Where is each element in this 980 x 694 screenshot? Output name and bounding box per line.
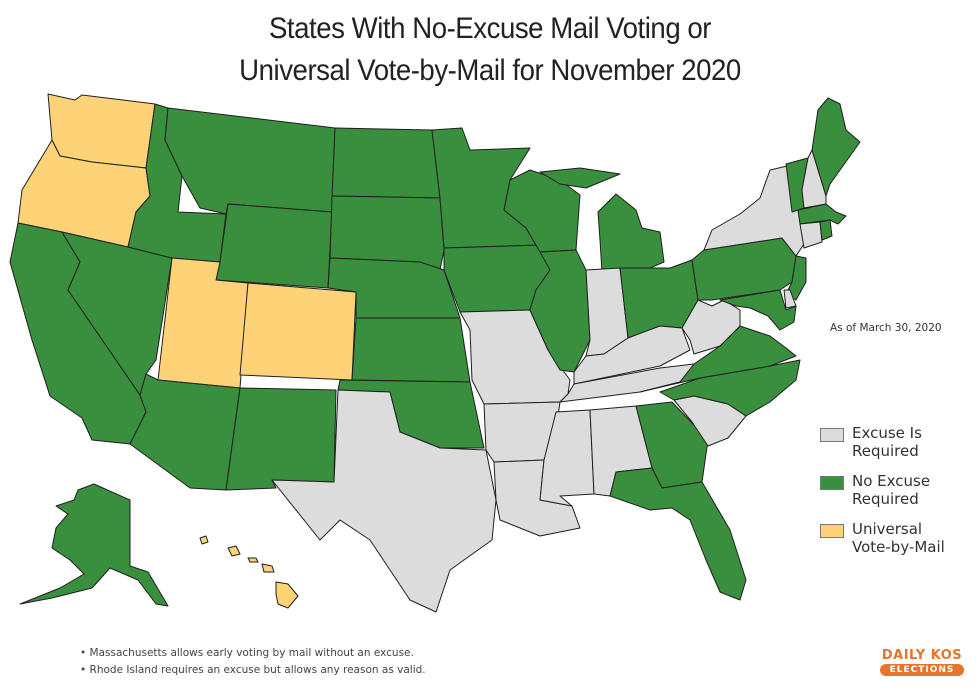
state-tx bbox=[271, 389, 497, 613]
legend-swatch-green bbox=[820, 476, 844, 490]
legend-item-universal: Universal Vote-by-Mail bbox=[820, 520, 962, 556]
state-wi bbox=[503, 169, 581, 253]
state-me bbox=[811, 97, 861, 197]
state-hi4 bbox=[261, 563, 275, 573]
state-nm bbox=[225, 387, 337, 491]
state-shapes bbox=[9, 93, 861, 613]
title-line-2: Universal Vote-by-Mail for November 2020 bbox=[239, 54, 741, 87]
state-md bbox=[719, 289, 797, 331]
legend-label: Excuse Is Required bbox=[852, 424, 922, 460]
state-wy bbox=[215, 203, 333, 289]
state-ct bbox=[799, 221, 823, 249]
state-hi3 bbox=[247, 557, 259, 563]
state-hi1 bbox=[199, 535, 209, 545]
footnotes: • Massachusetts allows early voting by m… bbox=[80, 645, 426, 679]
state-ny bbox=[703, 163, 805, 257]
state-ri bbox=[819, 219, 833, 241]
state-hi2 bbox=[227, 545, 241, 557]
footnote-rhode-island: • Rhode Island requires an excuse but al… bbox=[80, 664, 426, 676]
legend-item-excuse-required: Excuse Is Required bbox=[820, 424, 962, 460]
state-hi5 bbox=[275, 581, 299, 609]
state-ks bbox=[351, 317, 471, 383]
legend-label: Universal Vote-by-Mail bbox=[852, 520, 945, 556]
state-ky bbox=[573, 325, 691, 385]
as-of-date: As of March 30, 2020 bbox=[830, 322, 942, 334]
state-nd bbox=[331, 127, 441, 199]
legend-item-no-excuse: No Excuse Required bbox=[820, 472, 962, 508]
state-ak bbox=[19, 483, 169, 607]
map-title: States With No-Excuse Mail Voting or Uni… bbox=[0, 8, 980, 92]
legend-swatch-yellow bbox=[820, 524, 844, 538]
state-mi bbox=[539, 167, 665, 273]
state-fl bbox=[609, 467, 747, 601]
title-line-1: States With No-Excuse Mail Voting or bbox=[268, 12, 712, 45]
state-va bbox=[639, 325, 797, 393]
state-co bbox=[239, 282, 357, 381]
state-il bbox=[529, 249, 591, 373]
logo-text-bottom: ELECTIONS bbox=[880, 664, 964, 676]
logo-text-top: DAILY KOS bbox=[881, 648, 963, 663]
legend: Excuse Is Required No Excuse Required Un… bbox=[820, 424, 962, 568]
state-mt bbox=[164, 107, 336, 215]
state-az bbox=[129, 373, 241, 491]
state-nj bbox=[785, 255, 807, 301]
state-nv bbox=[61, 231, 173, 396]
state-wv bbox=[681, 299, 741, 355]
footnote-massachusetts: • Massachusetts allows early voting by m… bbox=[80, 647, 414, 659]
daily-kos-elections-logo: DAILY KOS ELECTIONS bbox=[880, 648, 964, 676]
legend-swatch-gray bbox=[820, 428, 844, 442]
legend-label: No Excuse Required bbox=[852, 472, 931, 508]
